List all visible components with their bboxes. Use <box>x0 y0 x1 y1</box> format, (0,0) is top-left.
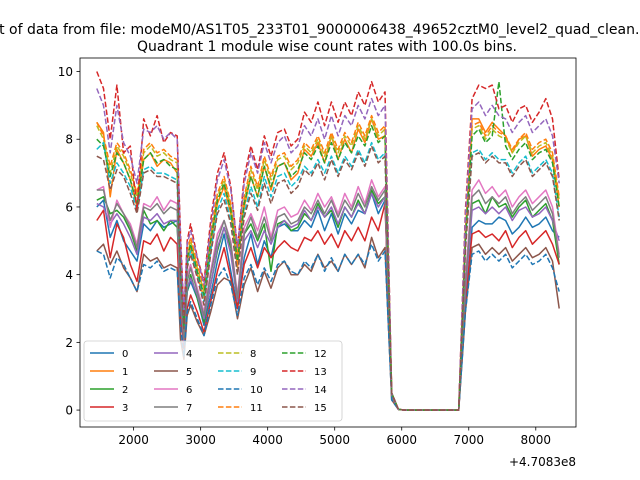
legend-label-2: 2 <box>122 385 128 396</box>
y-tick-label: 4 <box>65 268 73 282</box>
legend-label-4: 4 <box>186 349 192 360</box>
x-tick-label: 6000 <box>386 433 417 447</box>
y-tick-label: 2 <box>65 336 73 350</box>
legend-label-5: 5 <box>186 367 192 378</box>
legend-label-13: 13 <box>314 367 327 378</box>
legend-label-0: 0 <box>122 349 128 360</box>
x-tick-label: 7000 <box>453 433 484 447</box>
series-line-3 <box>96 202 560 411</box>
series-line-10 <box>96 243 560 411</box>
legend-frame <box>83 340 343 422</box>
series-line-7 <box>96 185 560 411</box>
x-tick-label: 3000 <box>185 433 216 447</box>
x-tick-label: 4000 <box>252 433 283 447</box>
series-line-15 <box>96 145 560 411</box>
x-tick-label: 8000 <box>521 433 552 447</box>
series-line-8 <box>96 118 560 411</box>
legend-label-12: 12 <box>314 349 327 360</box>
x-axis-offset-label: +4.7083e8 <box>509 455 576 469</box>
chart-title: Quadrant 1 module wise count rates with … <box>137 39 517 55</box>
y-tick-label: 0 <box>65 404 73 418</box>
legend-label-7: 7 <box>186 403 192 414</box>
series-line-2 <box>96 189 560 411</box>
legend-label-15: 15 <box>314 403 327 414</box>
legend-label-14: 14 <box>314 385 327 396</box>
series-line-11 <box>96 114 560 411</box>
legend-label-10: 10 <box>250 385 263 396</box>
legend-label-9: 9 <box>250 367 256 378</box>
y-tick-label: 8 <box>65 133 73 147</box>
legend-label-1: 1 <box>122 367 128 378</box>
figure-suptitle: Plot of data from file: modeM0/AS1T05_23… <box>0 22 640 38</box>
axes-frame <box>79 57 577 428</box>
series-line-6 <box>96 179 560 411</box>
series-line-4 <box>96 192 560 411</box>
legend-label-3: 3 <box>122 403 128 414</box>
x-tick-label: 2000 <box>118 433 149 447</box>
series-line-5 <box>96 236 560 411</box>
legend-label-6: 6 <box>186 385 192 396</box>
series-line-12 <box>96 80 560 411</box>
legend-label-11: 11 <box>250 403 263 414</box>
legend-label-8: 8 <box>250 349 256 360</box>
x-tick-label: 5000 <box>319 433 350 447</box>
series-line-9 <box>96 141 560 411</box>
y-tick-label: 10 <box>58 65 73 79</box>
x-axis: 2000 3000 4000 5000 6000 7000 8000 <box>118 427 551 447</box>
series-layer <box>96 71 560 411</box>
series-line-13 <box>96 71 560 411</box>
series-line-14 <box>96 88 560 411</box>
y-tick-label: 6 <box>65 200 73 214</box>
y-axis: 0 2 4 6 8 10 <box>58 65 80 418</box>
